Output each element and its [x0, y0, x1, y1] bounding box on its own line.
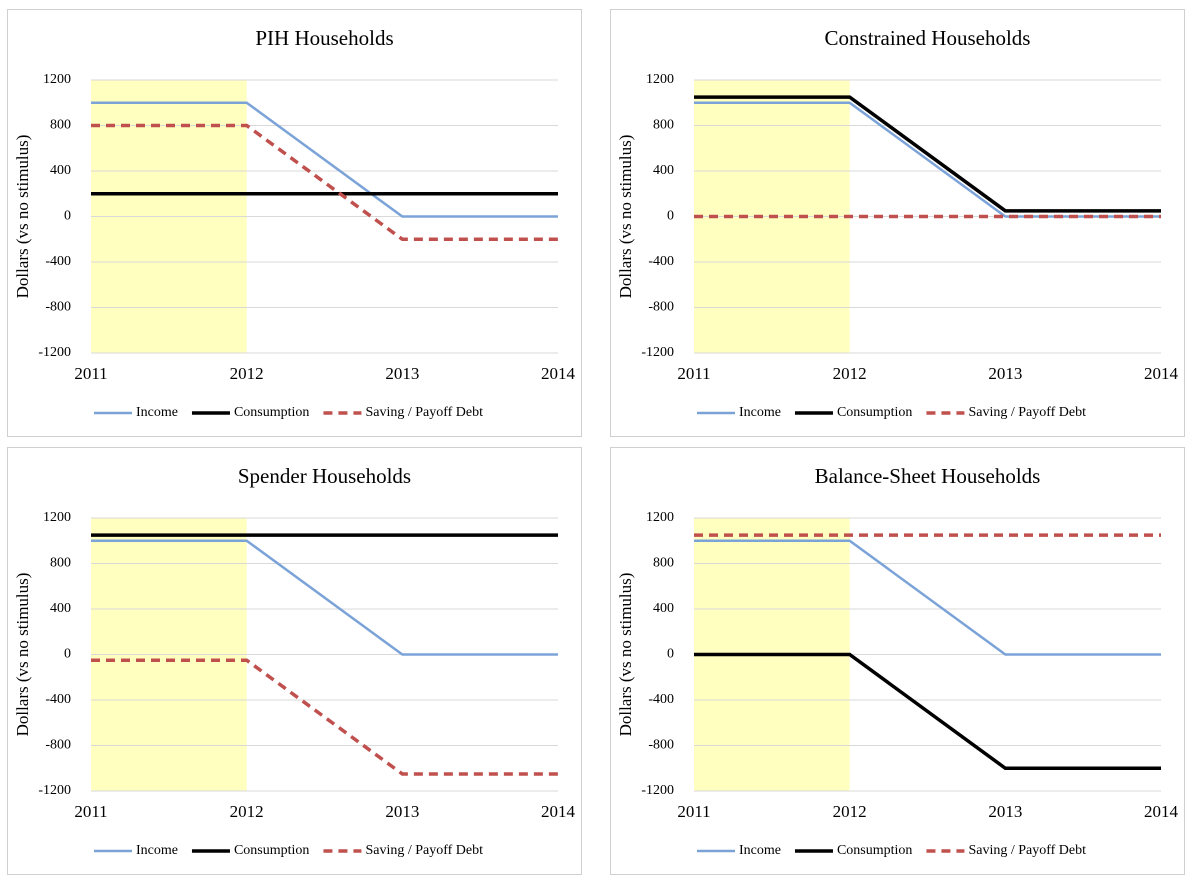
panel: Balance-Sheet Households Dollars (vs no s… [610, 447, 1185, 875]
x-tick-label: 2013 [988, 802, 1022, 821]
series-line [694, 95, 1161, 213]
y-tick-label: 400 [50, 601, 71, 616]
y-tick-label: -1200 [38, 783, 71, 798]
x-tick-label: 2012 [833, 364, 867, 383]
y-axis-label: Dollars (vs no stimulus) [616, 573, 635, 737]
legend-label: Saving / Payoff Debt [365, 405, 483, 420]
legend: Income Consumption Saving / Payoff Debt [93, 843, 483, 858]
y-tick-label: 800 [653, 556, 674, 571]
chart: Spender Households Dollars (vs no stimulu… [13, 464, 576, 858]
y-tick-label: -1200 [641, 345, 674, 360]
panel: PIH Households Dollars (vs no stimulus) -1… [7, 9, 582, 437]
x-tick-label: 2011 [677, 364, 710, 383]
legend-label: Saving / Payoff Debt [365, 843, 483, 858]
y-tick-label: 400 [50, 163, 71, 178]
chart-title: Constrained Households [825, 26, 1031, 50]
y-tick-label: 0 [64, 647, 71, 662]
x-tick-label: 2012 [230, 802, 264, 821]
y-tick-label: 1200 [43, 72, 71, 87]
x-tick-label: 2013 [988, 364, 1022, 383]
y-tick-label: 400 [653, 601, 674, 616]
series-line [91, 101, 558, 218]
legend-label: Consumption [234, 843, 309, 858]
chart: Constrained Households Dollars (vs no sti… [616, 26, 1179, 420]
chart-title: Spender Households [238, 464, 411, 488]
y-tick-label: 800 [50, 118, 71, 133]
y-tick-label: 1200 [646, 510, 674, 525]
y-tick-label: 800 [50, 556, 71, 571]
legend-label: Income [739, 843, 781, 858]
legend-label: Income [739, 405, 781, 420]
legend-label: Income [136, 405, 178, 420]
y-tick-label: 0 [64, 209, 71, 224]
x-tick-label: 2011 [677, 802, 710, 821]
y-tick-label: -400 [45, 254, 71, 269]
y-tick-label: -800 [648, 738, 674, 753]
panel: Constrained Households Dollars (vs no sti… [610, 9, 1185, 437]
chart: PIH Households Dollars (vs no stimulus) -1… [13, 26, 576, 420]
series-line [91, 123, 558, 241]
x-tick-label: 2014 [541, 802, 576, 821]
x-tick-label: 2013 [385, 364, 419, 383]
legend-label: Income [136, 843, 178, 858]
y-axis-label: Dollars (vs no stimulus) [13, 135, 32, 299]
legend: Income Consumption Saving / Payoff Debt [696, 843, 1086, 858]
y-tick-label: 0 [667, 209, 674, 224]
x-tick-label: 2011 [74, 802, 107, 821]
y-axis-label: Dollars (vs no stimulus) [616, 135, 635, 299]
series-line [694, 652, 1161, 770]
x-tick-label: 2014 [541, 364, 576, 383]
y-tick-label: -1200 [38, 345, 71, 360]
panel: Spender Households Dollars (vs no stimulu… [7, 447, 582, 875]
x-tick-label: 2013 [385, 802, 419, 821]
legend-label: Consumption [837, 405, 912, 420]
y-tick-label: -1200 [641, 783, 674, 798]
chart: Balance-Sheet Households Dollars (vs no s… [616, 464, 1179, 858]
y-tick-label: -800 [45, 300, 71, 315]
x-tick-label: 2012 [833, 802, 867, 821]
y-tick-label: -400 [648, 254, 674, 269]
series-line [694, 539, 1161, 656]
legend: Income Consumption Saving / Payoff Debt [696, 405, 1086, 420]
y-tick-label: 1200 [646, 72, 674, 87]
y-tick-label: 400 [653, 163, 674, 178]
y-axis-label: Dollars (vs no stimulus) [13, 573, 32, 737]
x-tick-label: 2014 [1144, 802, 1179, 821]
x-tick-label: 2014 [1144, 364, 1179, 383]
chart-title: PIH Households [255, 26, 393, 50]
y-tick-label: 0 [667, 647, 674, 662]
y-tick-label: -800 [648, 300, 674, 315]
series-line [91, 539, 558, 656]
y-tick-label: 1200 [43, 510, 71, 525]
legend-label: Saving / Payoff Debt [968, 843, 1086, 858]
y-tick-label: -400 [648, 692, 674, 707]
legend-label: Consumption [837, 843, 912, 858]
legend: Income Consumption Saving / Payoff Debt [93, 405, 483, 420]
legend-label: Consumption [234, 405, 309, 420]
y-tick-label: 800 [653, 118, 674, 133]
x-tick-label: 2011 [74, 364, 107, 383]
series-line [91, 658, 558, 776]
series-line [694, 101, 1161, 218]
y-tick-label: -800 [45, 738, 71, 753]
y-tick-label: -400 [45, 692, 71, 707]
x-tick-label: 2012 [230, 364, 264, 383]
chart-title: Balance-Sheet Households [815, 464, 1041, 488]
legend-label: Saving / Payoff Debt [968, 405, 1086, 420]
